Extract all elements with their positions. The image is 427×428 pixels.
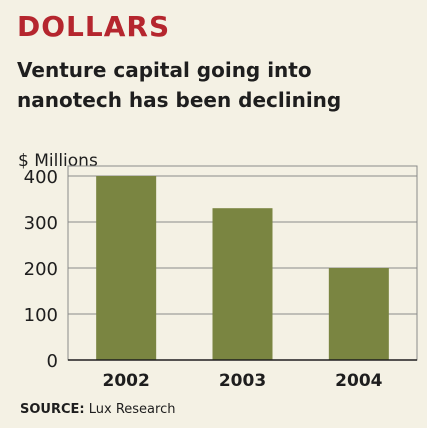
y-tick-label: 300 bbox=[24, 213, 58, 234]
chart-title: DOLLARS bbox=[17, 10, 171, 43]
y-tick-label: 100 bbox=[24, 305, 58, 326]
x-tick-label: 2002 bbox=[103, 371, 150, 391]
y-tick-label: 0 bbox=[47, 351, 58, 372]
y-tick-label: 200 bbox=[24, 259, 58, 280]
y-tick-label: 400 bbox=[24, 167, 58, 188]
x-tick-label: 2004 bbox=[335, 371, 382, 391]
bar-2004 bbox=[328, 268, 389, 360]
x-tick-label: 2003 bbox=[219, 371, 266, 391]
source-note: SOURCE: Lux Research bbox=[20, 402, 175, 417]
bar-2003 bbox=[212, 208, 273, 360]
chart-subtitle: Venture capital going into nanotech has … bbox=[17, 58, 342, 112]
plot-area: 0 100 200 300 400 2002 2003 2004 bbox=[24, 165, 418, 391]
source-label: SOURCE: bbox=[20, 402, 85, 417]
bar-2002 bbox=[96, 176, 157, 360]
source-value: Lux Research bbox=[88, 402, 176, 417]
